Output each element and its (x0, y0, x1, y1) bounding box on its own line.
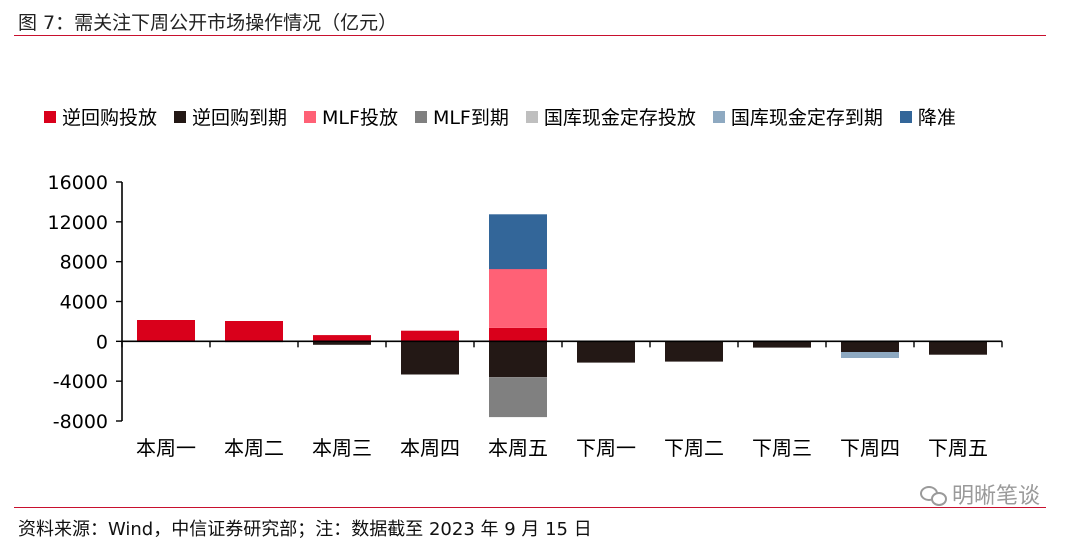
legend-label: 逆回购投放 (62, 107, 158, 129)
bar-segment (841, 341, 899, 352)
legend-item: 国库现金定存投放 (525, 103, 696, 130)
x-tick-label: 下周五 (928, 436, 988, 460)
bar-segment (489, 327, 547, 342)
legend-swatch (174, 110, 187, 123)
x-tick-label: 下周一 (576, 436, 636, 460)
bar-segment (401, 341, 459, 375)
bar-segment (665, 341, 723, 362)
legend-swatch (899, 110, 912, 123)
legend-label: 国库现金定存到期 (730, 107, 883, 129)
x-tick-label: 下周二 (664, 436, 724, 460)
bar-segment (929, 341, 987, 355)
legend-label: 国库现金定存投放 (543, 107, 696, 129)
x-tick-label: 本周三 (312, 436, 372, 460)
y-tick-label: 16000 (48, 172, 108, 194)
legend-item: 逆回购投放 (44, 103, 157, 130)
legend-item: 国库现金定存到期 (712, 103, 883, 130)
bar-segment (489, 269, 547, 328)
source-note: 资料来源：Wind，中信证券研究部；注：数据截至 2023 年 9 月 15 日 (18, 519, 592, 540)
y-tick-label: 4000 (60, 292, 108, 314)
y-tick-label: 12000 (48, 212, 108, 234)
x-tick-label: 本周一 (136, 436, 196, 460)
legend-label: MLF投放 (322, 107, 398, 129)
bar-segment (313, 335, 371, 342)
bar-segment (225, 321, 283, 342)
bar-segment (137, 320, 195, 342)
legend-swatch (525, 110, 538, 123)
legend-label: MLF到期 (432, 107, 509, 129)
bar-segment (841, 352, 899, 358)
bar-segment (577, 341, 635, 363)
legend-swatch (414, 110, 427, 123)
legend-item: 降准 (899, 103, 956, 130)
legend-label: 降准 (917, 107, 956, 129)
y-tick-label: 0 (96, 331, 108, 353)
legend-item: MLF投放 (304, 103, 398, 130)
bar-segment (401, 330, 459, 342)
x-tick-label: 本周五 (488, 436, 548, 460)
y-tick-label: 8000 (60, 252, 108, 274)
watermark: 明晰笔谈 (919, 478, 1040, 510)
x-tick-label: 下周三 (752, 436, 812, 460)
bar-segment (489, 214, 547, 270)
legend-swatch (304, 110, 317, 123)
legend-swatch (712, 110, 725, 123)
x-tick-label: 本周二 (224, 436, 284, 460)
x-tick-label: 下周四 (840, 436, 900, 460)
title-rule (14, 35, 1046, 36)
bar-segment (753, 341, 811, 348)
legend-swatch (44, 110, 56, 123)
bar-segment (489, 377, 547, 418)
x-tick-label: 本周四 (400, 436, 460, 460)
bar-segment (313, 341, 371, 345)
wechat-icon (919, 484, 947, 506)
legend: 逆回购投放 逆回购到期 MLF投放 MLF到期 国库现金定存投放 国库现金定存到期 降准 (44, 103, 973, 130)
chart-title: 图 7：需关注下周公开市场操作情况（亿元） (18, 12, 398, 34)
y-tick-label: -4000 (53, 371, 108, 393)
bar-segment (489, 341, 547, 378)
footer-rule (14, 507, 1046, 508)
legend-item: 逆回购到期 (174, 103, 287, 130)
y-tick-label: -8000 (53, 411, 108, 433)
legend-label: 逆回购到期 (192, 107, 288, 129)
legend-item: MLF到期 (414, 103, 509, 130)
watermark-text: 明晰笔谈 (951, 484, 1040, 509)
